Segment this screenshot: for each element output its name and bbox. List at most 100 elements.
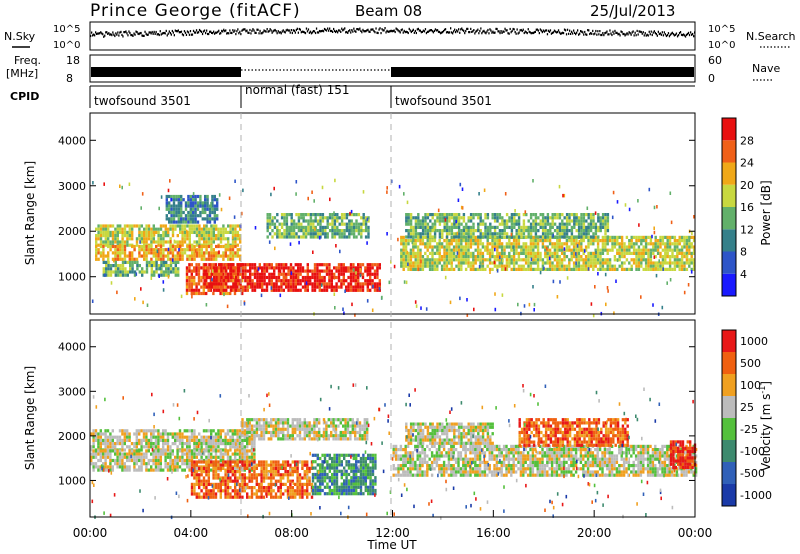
noise-point <box>485 32 487 35</box>
data-cell <box>496 251 499 255</box>
data-cell <box>189 194 192 199</box>
data-cell <box>174 227 177 231</box>
noise-point <box>129 31 131 35</box>
noise-point <box>142 34 144 37</box>
data-cell <box>162 260 165 264</box>
data-cell <box>182 198 185 202</box>
data-cell <box>169 257 172 261</box>
data-cell <box>168 207 171 211</box>
noise-point <box>478 32 480 35</box>
data-cell <box>131 270 134 274</box>
data-cell <box>438 216 442 220</box>
data-cell <box>536 258 540 262</box>
data-cell <box>227 248 230 252</box>
data-point <box>355 271 357 275</box>
data-cell <box>97 435 100 439</box>
data-cell <box>307 213 310 217</box>
data-cell <box>594 229 598 233</box>
data-cell <box>541 267 545 271</box>
data-cell <box>362 229 365 233</box>
noise-point <box>366 29 368 32</box>
data-cell <box>104 234 107 238</box>
data-cell <box>211 204 214 208</box>
data-cell <box>541 229 545 233</box>
data-cell <box>378 279 381 283</box>
data-cell <box>597 235 600 239</box>
data-cell <box>347 282 350 286</box>
data-cell <box>424 235 427 239</box>
data-cell <box>289 269 293 273</box>
data-cell <box>534 225 538 229</box>
data-cell <box>147 251 151 255</box>
noise-point <box>94 34 96 37</box>
data-cell <box>402 239 405 243</box>
data-cell <box>97 445 100 449</box>
data-cell <box>443 258 446 262</box>
data-cell <box>570 239 573 243</box>
data-cell <box>551 242 554 246</box>
data-cell <box>116 244 119 249</box>
data-cell <box>140 244 143 249</box>
noise-point <box>420 31 422 34</box>
data-cell <box>596 251 600 255</box>
noise-point <box>653 30 655 33</box>
data-cell <box>673 239 677 243</box>
data-point <box>539 270 542 275</box>
noise-point <box>186 30 189 33</box>
data-cell <box>606 229 610 233</box>
data-cell <box>220 275 223 280</box>
data-cell <box>104 432 107 436</box>
data-cell <box>121 445 124 449</box>
data-cell <box>224 435 227 439</box>
data-cell <box>688 258 691 262</box>
data-cell <box>429 219 432 223</box>
data-cell <box>350 229 353 233</box>
data-cell <box>493 239 497 243</box>
data-cell <box>606 248 609 252</box>
data-cell <box>376 269 379 273</box>
data-cell <box>361 285 365 289</box>
data-cell <box>111 468 114 472</box>
data-cell <box>92 468 95 472</box>
data-point <box>578 239 581 244</box>
data-cell <box>268 219 272 223</box>
data-cell <box>673 242 677 246</box>
data-cell <box>116 224 119 228</box>
data-cell <box>236 448 239 452</box>
data-cell <box>249 272 252 276</box>
data-cell <box>431 216 434 220</box>
data-cell <box>424 251 427 255</box>
data-cell <box>214 432 218 436</box>
data-cell <box>572 251 576 255</box>
data-cell <box>649 267 653 271</box>
data-cell <box>195 465 198 469</box>
data-cell <box>133 468 136 472</box>
data-cell <box>181 240 184 244</box>
data-cell <box>111 442 114 446</box>
data-cell <box>500 258 504 262</box>
data-cell <box>302 213 305 217</box>
noise-point <box>182 34 185 37</box>
data-cell <box>205 266 209 270</box>
data-cell <box>625 251 629 255</box>
data-cell <box>364 269 367 273</box>
noise-point <box>178 31 180 34</box>
data-cell <box>190 288 193 292</box>
data-cell <box>537 222 540 226</box>
data-cell <box>321 269 324 273</box>
data-cell <box>227 224 230 228</box>
noise-point <box>104 34 106 37</box>
data-cell <box>496 232 499 236</box>
data-cell <box>159 455 162 459</box>
data-cell <box>104 452 107 456</box>
data-point <box>653 230 656 235</box>
data-cell <box>239 263 242 267</box>
data-cell <box>457 216 461 220</box>
data-cell <box>302 229 305 233</box>
data-cell <box>171 251 175 255</box>
data-cell <box>123 442 126 446</box>
data-cell <box>620 267 624 271</box>
data-cell <box>575 267 578 271</box>
data-cell <box>599 248 602 252</box>
data-cell <box>214 449 218 453</box>
